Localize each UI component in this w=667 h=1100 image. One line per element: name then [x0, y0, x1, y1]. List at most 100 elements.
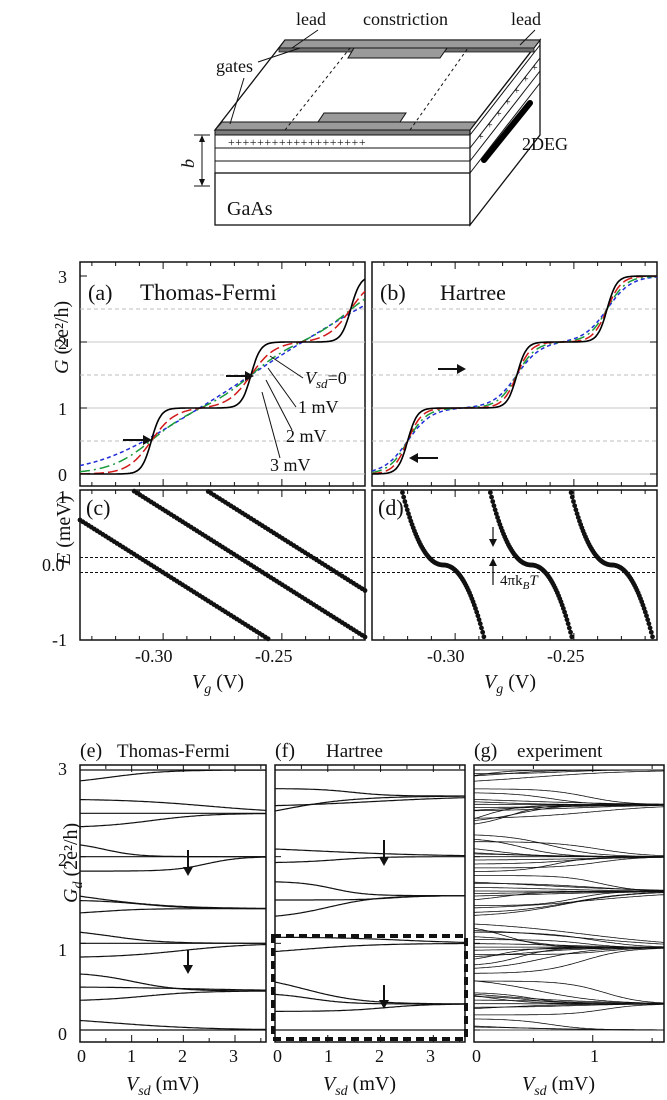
level-point [562, 609, 567, 615]
g-axis-title: G (2e²/h) [51, 301, 73, 374]
label-constriction: constriction [363, 9, 448, 29]
gd-curve [80, 908, 266, 914]
gd-curve [473, 927, 664, 949]
doping-signs: +++++++++++++++++++ [228, 135, 366, 149]
leader-line [265, 379, 293, 431]
gd-curve [79, 813, 266, 828]
side-layer-line [469, 70, 541, 162]
gd-curve [274, 848, 465, 857]
gd-tick: 3 [58, 759, 67, 779]
series-v-sd-0 [80, 278, 366, 475]
gd-curve [473, 923, 665, 943]
gd-curve [474, 947, 665, 974]
level-point [642, 609, 648, 615]
vsd-tick-f: 1 [324, 1046, 333, 1066]
level-point [402, 499, 408, 504]
doping-sign: + [478, 132, 484, 143]
vg-axis-title-right: Vg (V) [484, 671, 536, 697]
vg-tick: -0.30 [135, 646, 173, 666]
gd-curve [274, 981, 465, 1005]
tick-marks [80, 262, 657, 640]
gd-curve [474, 857, 664, 861]
gd-curve [274, 993, 465, 1005]
label-lead-right: lead [511, 9, 541, 29]
panel-e-title: Thomas-Fermi [117, 741, 230, 762]
level-point [476, 617, 482, 623]
panel-c-points [77, 488, 368, 642]
panel-a-curves [79, 278, 366, 475]
panel-e-frame [79, 764, 267, 1043]
level-point [493, 511, 499, 517]
series-3-mv [79, 304, 366, 467]
panel-f-curves [274, 769, 466, 1031]
gd-curve [474, 875, 665, 892]
level-point [475, 613, 481, 619]
g-tick: 2 [58, 333, 67, 353]
gd-curve [474, 841, 665, 857]
level-point [647, 625, 653, 631]
gd-curve [79, 973, 266, 992]
vsd-axis-title-e: Vsd (mV) [126, 1073, 199, 1099]
gd-curve [79, 931, 266, 944]
gd-curve [474, 887, 664, 892]
leader-line [257, 47, 301, 63]
vsd-tick-f: 2 [375, 1046, 384, 1066]
level-point [489, 494, 494, 500]
panel-f-letter: (f) [275, 740, 295, 762]
nonlinear-conductance-panels: (e) Thomas-Fermi (f) Hartree (g) experim… [58, 740, 665, 1099]
doping-sign: + [505, 98, 511, 109]
b-arrow-head [199, 135, 205, 142]
label-gates: gates [216, 56, 253, 76]
gd-curve [275, 788, 465, 797]
arrow-f-2 [379, 985, 389, 1009]
level-point [487, 490, 493, 495]
side-layer-line [469, 44, 541, 136]
panel-f-frame [274, 764, 466, 1043]
gd-curve [474, 788, 664, 805]
gd-curve [275, 881, 465, 897]
gd-curve [473, 894, 665, 909]
vsd-tick-f: 3 [426, 1046, 435, 1066]
series-1-mv [80, 290, 366, 475]
gd-curve [474, 980, 665, 1004]
gd-curve [79, 769, 266, 782]
level-point [480, 629, 486, 635]
arrow-a-2 [226, 371, 254, 381]
panel-c-frame [79, 489, 366, 641]
vg-tick: -0.25 [255, 646, 293, 666]
panel-d-letter: (d) [378, 495, 404, 520]
2deg-layer [214, 160, 471, 174]
level-point [563, 613, 569, 619]
gd-curve [275, 1003, 465, 1012]
level-point [571, 499, 576, 504]
constriction-tab-back [347, 47, 448, 59]
gd-curve [80, 799, 267, 811]
panel-e-curves [79, 769, 267, 1031]
gd-curve [474, 939, 664, 948]
e-tick: 0.0 [42, 555, 65, 575]
gd-curve [474, 1004, 664, 1016]
level-point [406, 511, 411, 517]
vsd-tick-g: 0 [472, 1046, 481, 1066]
vsd-tick-g: 1 [590, 1046, 599, 1066]
arrow-b-1 [438, 364, 466, 374]
lead-boundary [409, 47, 469, 131]
gd-curve [474, 999, 665, 1005]
level-point [479, 625, 484, 631]
conductance-panels: (a) Thomas-Fermi (b) Hartree (c) (d) Vsd… [42, 261, 658, 697]
gd-curve [473, 980, 665, 1004]
vg-tick: -0.25 [547, 646, 585, 666]
series-3-mv [371, 276, 658, 472]
doping-sign: + [487, 121, 493, 132]
panel-d-points [400, 490, 655, 640]
leader-line [291, 29, 319, 49]
panel-d-frame [371, 489, 658, 641]
leader-line [519, 29, 536, 46]
vsd2-label: 2 mV [286, 426, 327, 446]
gate-front [213, 121, 477, 131]
g-tick: 1 [58, 399, 67, 419]
constriction-tab-front [317, 112, 407, 123]
panel-e-letter: (e) [80, 740, 102, 762]
panel-b-letter: (b) [380, 280, 406, 305]
arrow-a-1 [123, 435, 152, 445]
